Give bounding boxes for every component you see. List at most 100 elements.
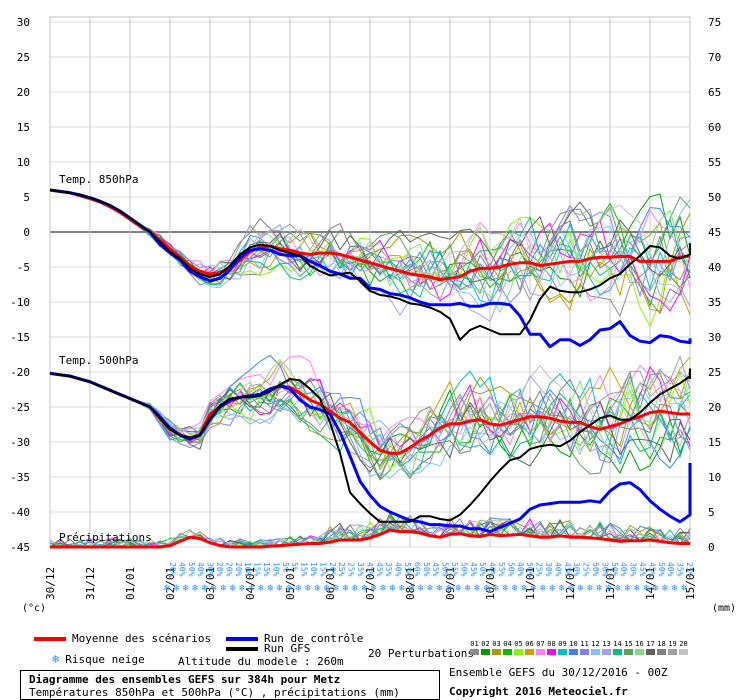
perturbation-key-swatch (591, 649, 600, 655)
snowflake-icon: ❄ (643, 583, 650, 594)
perturbation-key-swatch (657, 649, 666, 655)
snowflake-icon: ❄ (549, 583, 556, 594)
snow-risk-percent: 45% (647, 562, 656, 577)
snow-risk-percent: 50% (506, 562, 515, 577)
snow-risk-percent: 20% (168, 562, 177, 577)
snowflake-icon: ❄ (258, 583, 265, 594)
snowflake-icon: ❄ (521, 583, 528, 594)
footer-copyright: Copyright 2016 Meteociel.fr (449, 685, 628, 698)
snow-risk-percent: 5% (281, 562, 290, 572)
perturbation-key-swatch (635, 649, 644, 655)
perturbation-color-key: 01 02 03 04 05 06 07 08 09 10 11 12 13 14 15 16 17 18 19 20 (469, 640, 691, 658)
snow-risk-percent: 45% (375, 562, 384, 577)
snow-risk-percent: 25% (347, 562, 356, 577)
snowflake-icon: ❄ (634, 583, 641, 594)
snowflake-icon: ❄ (662, 583, 669, 594)
snow-risk-percent: 30% (544, 562, 553, 577)
snowflake-icon: ❄ (286, 583, 293, 594)
snow-risk-percent: 40% (196, 562, 205, 577)
perturbation-key-label: 12 (591, 640, 600, 648)
perturbation-key-swatch (525, 649, 534, 655)
y-left-tick-label: 20 (17, 86, 30, 99)
y-right-tick-label: 55 (708, 156, 721, 169)
perturbation-t850-line (49, 189, 691, 295)
perturbation-key-18: 18 (656, 640, 667, 655)
perturbation-key-09: 09 (557, 640, 568, 655)
perturbation-key-swatch (602, 649, 611, 655)
snow-risk-percent: 50% (591, 562, 600, 577)
snowflake-icon: ❄ (559, 583, 566, 594)
perturbation-key-06: 06 (524, 640, 535, 655)
legend-altitude: Altitude du modele : 260m (178, 655, 344, 668)
perturbation-key-label: 16 (635, 640, 644, 648)
snow-risk-percent: 30% (600, 562, 609, 577)
perturbation-key-04: 04 (502, 640, 513, 655)
snowflake-icon: ❄ (390, 583, 397, 594)
snowflake-icon: ❄ (202, 583, 209, 594)
perturbation-key-swatch (503, 649, 512, 655)
perturbation-key-03: 03 (491, 640, 502, 655)
perturbation-key-swatch (679, 649, 688, 655)
perturbation-key-label: 01 (470, 640, 479, 648)
perturbation-t850-line (49, 189, 691, 302)
series-2-t500-line (49, 368, 691, 523)
legend-gfs: Run GFS (226, 642, 310, 655)
snow-risk-percent: 60% (412, 562, 421, 577)
perturbation-key-label: 03 (492, 640, 501, 648)
perturbation-key-label: 13 (602, 640, 611, 648)
y-right-tick-label: 15 (708, 436, 721, 449)
snow-risk-percent: 20% (328, 562, 337, 577)
gfs-swatch-icon (226, 647, 258, 651)
perturbation-key-swatch (492, 649, 501, 655)
y-left-tick-label: 30 (17, 16, 30, 29)
snow-risk-percent: 15% (300, 562, 309, 577)
perturbation-key-12: 12 (590, 640, 601, 655)
snowflake-icon: ❄ (267, 583, 274, 594)
perturbation-key-20: 20 (678, 640, 689, 655)
perturbation-key-swatch (547, 649, 556, 655)
y-left-tick-label: 15 (17, 121, 30, 134)
series-2-t850-line (49, 189, 691, 341)
snow-risk-percent: 40% (666, 562, 675, 577)
perturbation-key-label: 20 (679, 640, 688, 648)
y-right-tick-label: 60 (708, 121, 721, 134)
snowflake-icon: ❄ (343, 583, 350, 594)
snow-risk-percent: 45% (365, 562, 374, 577)
snowflake-icon: ❄ (333, 583, 340, 594)
snow-risk-percent: 30% (629, 562, 638, 577)
y-right-tick-label: 75 (708, 16, 721, 29)
perturbation-key-swatch (569, 649, 578, 655)
snowflake-icon: ❄ (606, 583, 613, 594)
snow-risk-percent: 30% (572, 562, 581, 577)
perturbation-key-label: 08 (547, 640, 556, 648)
snow-risk-percent: 20% (234, 562, 243, 577)
perturbation-key-02: 02 (480, 640, 491, 655)
x-tick-label: 01/01 (124, 567, 137, 600)
snow-risk-percent: 55% (497, 562, 506, 577)
perturbation-key-label: 04 (503, 640, 512, 648)
perturbation-t850-line (49, 189, 691, 281)
panel-label-t500: Temp. 500hPa (59, 354, 138, 367)
y-right-tick-label: 10 (708, 471, 721, 484)
perturbation-t500-line (49, 355, 691, 478)
footer-title: Diagramme des ensembles GEFS sur 384h po… (29, 673, 341, 686)
perturbation-key-16: 16 (634, 640, 645, 655)
snow-risk-percent: 10% (309, 562, 318, 577)
perturbation-t500-line (49, 367, 691, 462)
y-left-tick-label: 25 (17, 51, 30, 64)
snow-risk-percent: 45% (638, 562, 647, 577)
snowflake-icon: ❄ (465, 583, 472, 594)
perturbation-key-swatch (624, 649, 633, 655)
perturbation-key-swatch (558, 649, 567, 655)
snowflake-icon: ❄ (192, 583, 199, 594)
snow-risk-percent: 40% (619, 562, 628, 577)
y-left-tick-label: -30 (10, 436, 30, 449)
snow-risk-percent: 55% (450, 562, 459, 577)
snowflake-icon: ❄ (625, 583, 632, 594)
snowflake-icon: ❄ (220, 583, 227, 594)
snow-risk-percent: 45% (469, 562, 478, 577)
perturbation-key-14: 14 (612, 640, 623, 655)
legend-snow-label: Risque neige (65, 653, 145, 666)
series-1-t850-line (49, 188, 692, 349)
